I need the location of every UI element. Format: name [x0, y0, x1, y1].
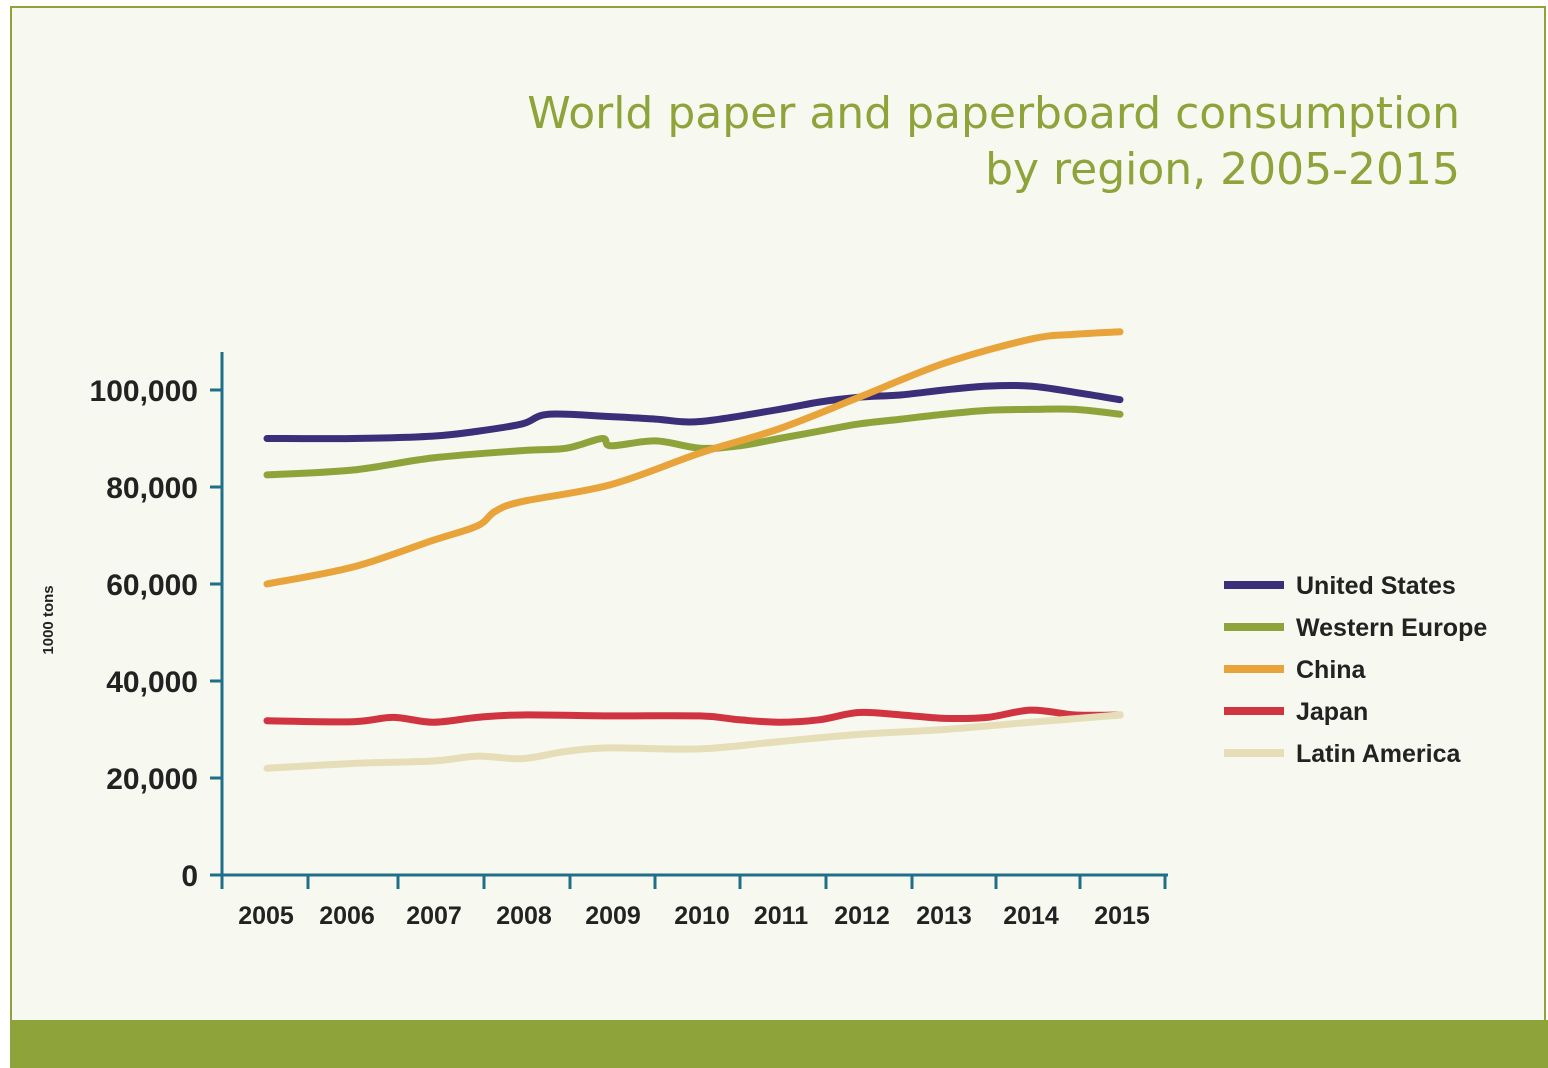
axes: 0 20,000 40,000 60,000 80,000 100,000 2005 2006…	[40, 352, 1168, 930]
y-tick-label: 0	[181, 860, 198, 893]
series-line-latin-america	[263, 711, 1124, 772]
legend-label-western-europe: Western Europe	[1296, 614, 1487, 642]
legend: United States Western Europe China Japan Lat…	[1224, 572, 1487, 768]
x-tick-label: 2010	[674, 902, 730, 930]
y-tick-label: 80,000	[106, 472, 198, 505]
x-tick-label: 2009	[585, 902, 641, 930]
chart-title-block: World paper and paperboard consumption b…	[527, 86, 1460, 198]
y-tick-label: 100,000	[90, 375, 198, 408]
legend-label-united-states: United States	[1296, 572, 1456, 600]
y-tick-label: 40,000	[106, 666, 198, 699]
chart-subtitle: by region, 2005-2015	[985, 144, 1460, 195]
x-tick-label: 2012	[834, 902, 890, 930]
legend-label-china: China	[1296, 656, 1367, 684]
legend-label-japan: Japan	[1296, 698, 1368, 726]
y-tick-label: 60,000	[106, 569, 198, 602]
series-lines	[263, 328, 1124, 772]
chart-panel	[10, 6, 1546, 1020]
x-tick-label: 2008	[496, 902, 552, 930]
series-line-china	[263, 328, 1124, 588]
x-tick-label: 2013	[916, 902, 972, 930]
legend-label-latin-america: Latin America	[1296, 740, 1462, 768]
series-line-united-states	[263, 381, 1124, 443]
x-tick-label: 2007	[406, 902, 462, 930]
y-axis-label: 1000 tons	[40, 585, 57, 654]
footer-band	[10, 1020, 1548, 1068]
y-tick-label: 20,000	[106, 763, 198, 796]
x-tick-label: 2006	[319, 902, 375, 930]
chart-title: World paper and paperboard consumption	[527, 88, 1460, 139]
x-tick-label: 2014	[1003, 902, 1059, 930]
x-tick-label: 2011	[754, 902, 808, 930]
x-tick-label: 2015	[1094, 902, 1150, 930]
x-tick-label: 2005	[238, 902, 294, 930]
series-line-japan	[263, 706, 1124, 726]
